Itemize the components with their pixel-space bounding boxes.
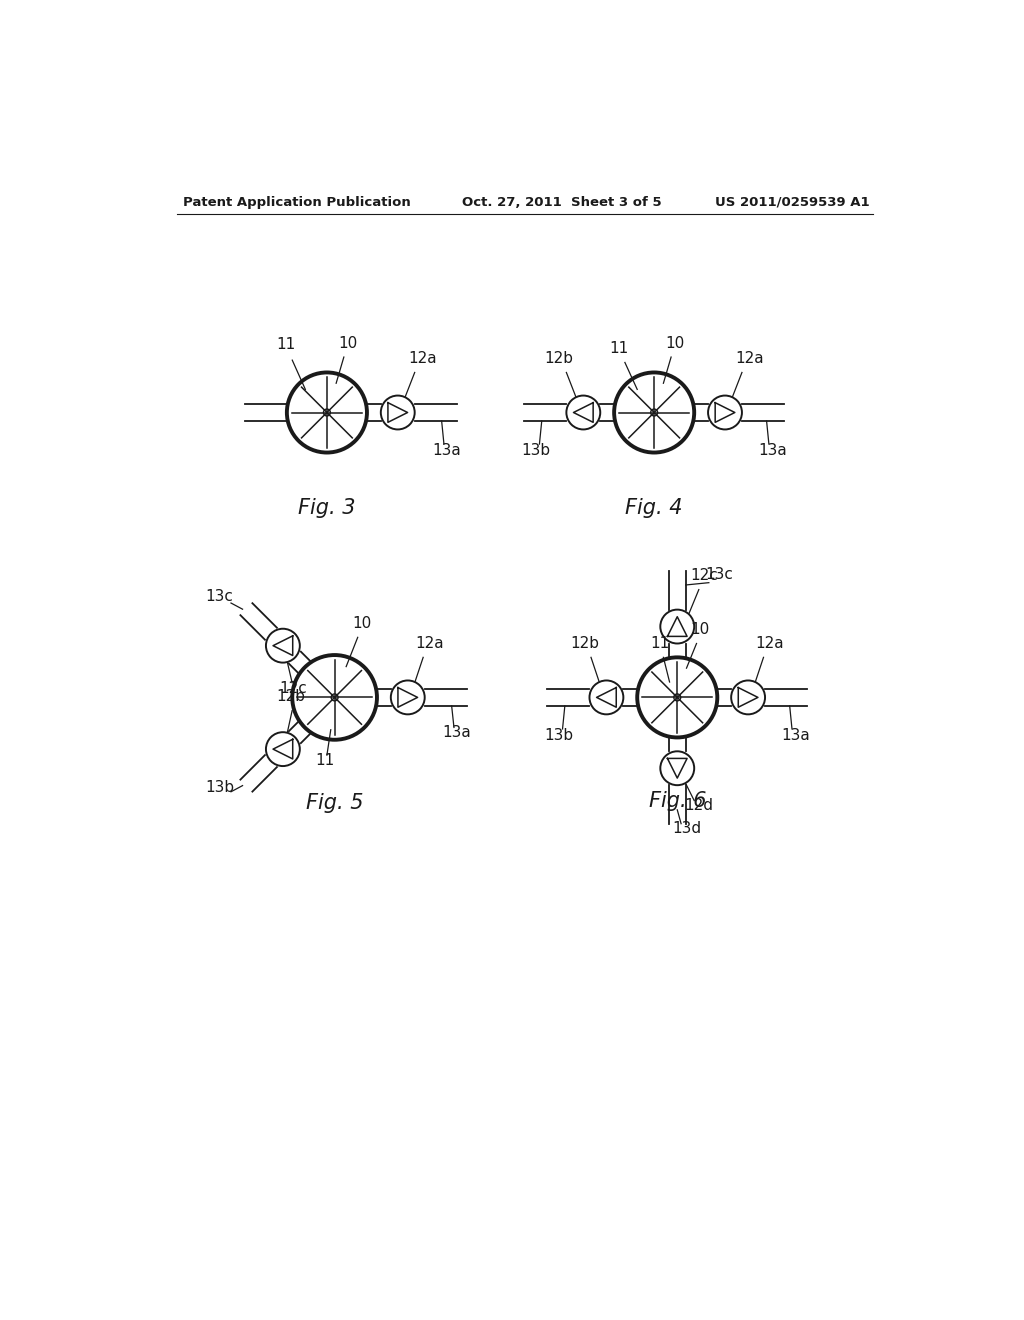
Text: 13a: 13a xyxy=(442,725,471,739)
Text: 12b: 12b xyxy=(570,636,599,651)
Circle shape xyxy=(708,396,742,429)
Text: 10: 10 xyxy=(666,335,685,351)
Circle shape xyxy=(266,628,300,663)
Text: 12a: 12a xyxy=(735,351,764,366)
Text: 13a: 13a xyxy=(433,442,462,458)
Text: 12c: 12c xyxy=(690,569,718,583)
Text: 13b: 13b xyxy=(205,780,234,795)
Text: 13a: 13a xyxy=(759,442,787,458)
Text: 12a: 12a xyxy=(415,636,443,651)
Text: Fig. 3: Fig. 3 xyxy=(298,498,355,519)
Circle shape xyxy=(590,681,624,714)
Text: Fig. 5: Fig. 5 xyxy=(306,793,364,813)
Text: 13d: 13d xyxy=(672,821,701,836)
Circle shape xyxy=(731,681,765,714)
Text: 12c: 12c xyxy=(280,681,307,697)
Text: 11: 11 xyxy=(609,341,629,356)
Text: 13a: 13a xyxy=(781,727,810,743)
Text: 12d: 12d xyxy=(684,797,714,813)
Text: 13c: 13c xyxy=(206,590,233,605)
Text: Patent Application Publication: Patent Application Publication xyxy=(183,195,411,209)
Text: 12b: 12b xyxy=(276,689,305,705)
Text: 13b: 13b xyxy=(544,727,573,743)
Text: 10: 10 xyxy=(352,616,372,631)
Text: Oct. 27, 2011  Sheet 3 of 5: Oct. 27, 2011 Sheet 3 of 5 xyxy=(462,195,662,209)
Text: 11: 11 xyxy=(315,754,335,768)
Text: Fig. 6: Fig. 6 xyxy=(648,791,706,810)
Circle shape xyxy=(660,610,694,644)
Text: 12b: 12b xyxy=(544,351,573,366)
Circle shape xyxy=(266,733,300,766)
Text: 10: 10 xyxy=(338,335,357,351)
Text: 11: 11 xyxy=(650,636,670,651)
Text: 12a: 12a xyxy=(756,636,784,651)
Circle shape xyxy=(381,396,415,429)
Text: 13b: 13b xyxy=(521,442,550,458)
Text: US 2011/0259539 A1: US 2011/0259539 A1 xyxy=(715,195,869,209)
Circle shape xyxy=(566,396,600,429)
Text: 11: 11 xyxy=(276,338,296,352)
Text: 12a: 12a xyxy=(409,351,436,366)
Circle shape xyxy=(660,751,694,785)
Text: 13c: 13c xyxy=(706,566,733,582)
Circle shape xyxy=(391,681,425,714)
Text: 10: 10 xyxy=(691,622,710,638)
Text: Fig. 4: Fig. 4 xyxy=(626,498,683,519)
